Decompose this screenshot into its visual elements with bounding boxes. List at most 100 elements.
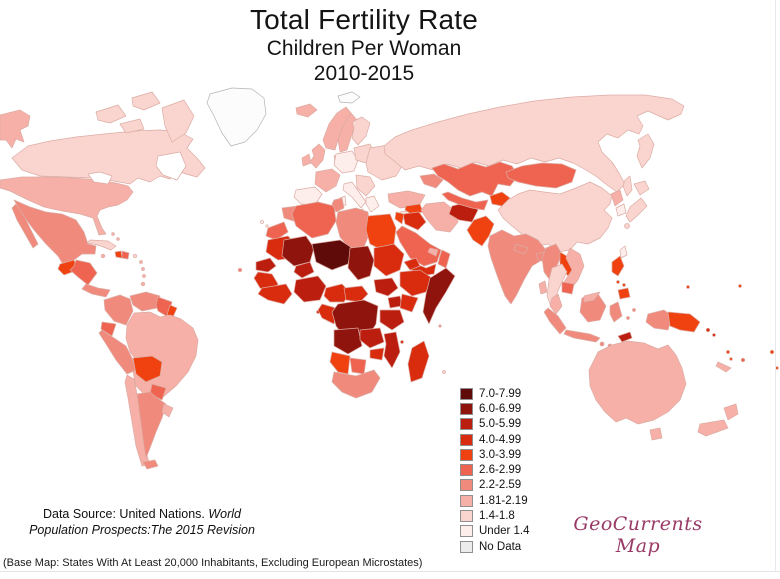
region-new-caledonia — [715, 361, 732, 373]
region-australia — [588, 340, 687, 425]
region-lesser-antilles — [142, 274, 146, 278]
region-bahamas — [116, 237, 120, 241]
region-ethiopia — [399, 269, 433, 297]
region-tierra-del-fuego — [142, 459, 159, 470]
region-papua-new-guinea — [667, 311, 701, 333]
legend-swatch — [460, 387, 473, 400]
great-lakes — [87, 171, 113, 185]
legend-swatch — [460, 494, 473, 507]
region-tasmania — [649, 427, 663, 441]
legend-label: Under 1.4 — [479, 525, 530, 538]
legend-item: 1.4-1.8 — [460, 508, 530, 523]
region-nigeria — [293, 275, 327, 303]
region-sri-lanka — [538, 280, 548, 295]
legend-label: 7.0-7.99 — [479, 387, 522, 400]
region-west-papua — [645, 309, 673, 331]
region-comoros — [400, 340, 404, 344]
region-south-africa — [331, 369, 381, 399]
region-fiji — [740, 357, 746, 363]
region-japan-kyushu — [624, 223, 630, 229]
region-peru — [98, 329, 137, 375]
region-sumatra — [543, 307, 567, 335]
legend-swatch — [460, 540, 473, 553]
page-date-range: 2010-2015 — [313, 62, 415, 86]
slide-bottom-edge — [0, 571, 780, 572]
region-caucasus — [419, 173, 444, 189]
region-ecuador — [100, 321, 117, 337]
legend-swatch — [460, 418, 473, 431]
region-svalbard — [337, 91, 361, 104]
region-maluku — [626, 316, 630, 320]
region-arctic-islands — [131, 91, 161, 111]
region-mali — [281, 235, 315, 267]
region-cambodia — [561, 281, 575, 295]
title-block: Total Fertility Rate Children Per Woman … — [0, 5, 728, 85]
region-south-sudan — [373, 277, 399, 297]
legend-item: 4.0-4.99 — [460, 432, 530, 447]
region-jordan-israel — [394, 211, 405, 225]
legend-swatch — [460, 479, 473, 492]
region-ivory-coast-ghana — [257, 283, 293, 305]
legend-item: 2.2-2.59 — [460, 478, 530, 493]
region-kamchatka — [636, 133, 655, 169]
slide-right-edge — [775, 0, 776, 572]
legend-item: 1.81-2.19 — [460, 493, 530, 508]
region-alaska — [0, 109, 31, 149]
geocurrents-credit: GeoCurrents Map — [573, 513, 703, 557]
region-micronesia — [769, 349, 775, 355]
hudson-bay — [155, 151, 187, 181]
region-bahamas — [111, 232, 115, 236]
region-kazakhstan — [431, 161, 519, 197]
region-central-african-republic — [343, 285, 369, 303]
legend-item: Under 1.4 — [460, 524, 530, 539]
region-algeria — [291, 201, 337, 239]
legend-label: 2.2-2.59 — [479, 479, 522, 492]
region-dominican-republic — [121, 250, 130, 260]
region-tanzania — [379, 309, 405, 331]
region-puerto-rico — [132, 253, 138, 259]
region-argentina — [136, 391, 167, 459]
region-sulawesi — [609, 301, 623, 323]
region-micronesia — [738, 284, 742, 288]
legend-label: 1.4-1.8 — [479, 510, 515, 523]
region-france — [314, 168, 341, 193]
region-canary-islands — [265, 224, 269, 228]
region-lesser-antilles — [139, 260, 143, 264]
region-western-sahara — [265, 221, 289, 241]
legend: 7.0-7.99 6.0-6.99 5.0-5.99 4.0-4.99 3.0-3.99… — [460, 386, 530, 554]
region-nepal — [513, 243, 529, 255]
region-iran — [420, 201, 459, 233]
region-colombia — [103, 294, 134, 326]
legend-item: 6.0-6.99 — [460, 401, 530, 416]
region-maluku — [632, 308, 636, 312]
region-mongolia — [505, 162, 577, 189]
region-zimbabwe — [369, 347, 385, 361]
region-japan-hokkaido — [633, 180, 650, 196]
legend-swatch — [460, 402, 473, 415]
legend-swatch — [460, 464, 473, 477]
region-somalia — [422, 267, 456, 325]
region-solomon-islands — [705, 327, 711, 333]
region-java — [563, 329, 601, 343]
legend-item: No Data — [460, 539, 530, 554]
legend-label: 2.6-2.99 — [479, 464, 522, 477]
region-eritrea — [403, 257, 421, 271]
region-arctic-islands — [161, 99, 195, 143]
region-cape-verde — [237, 267, 243, 273]
page-subtitle: Children Per Woman — [266, 37, 462, 61]
region-solomon-islands — [712, 333, 716, 337]
region-honduras-nicaragua — [69, 259, 98, 286]
region-canary-islands — [260, 220, 264, 224]
region-namibia — [329, 351, 351, 375]
region-philippines-visayas — [616, 280, 620, 284]
legend-label: No Data — [479, 540, 522, 553]
region-uzbekistan-turkmenistan — [441, 191, 489, 211]
region-new-zealand-north — [723, 403, 739, 421]
legend-label: 4.0-4.99 — [479, 433, 522, 446]
region-mexico — [13, 199, 97, 267]
region-malaysia-peninsula — [549, 293, 563, 315]
region-oman — [437, 249, 451, 269]
region-niger — [311, 239, 353, 271]
region-botswana — [349, 357, 367, 375]
